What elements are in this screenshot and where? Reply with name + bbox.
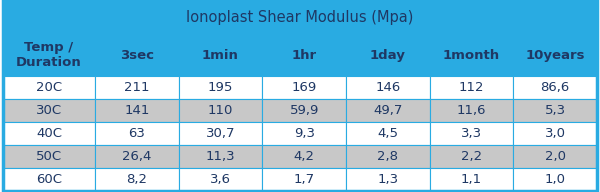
Bar (430, 35, 514, 76)
Text: 9,3: 9,3 (293, 127, 314, 140)
Text: 3,3: 3,3 (461, 127, 482, 140)
Text: 3,0: 3,0 (545, 127, 566, 140)
Bar (346, 145, 430, 168)
Bar (95, 145, 179, 168)
Text: 60C: 60C (36, 173, 62, 186)
Bar (3, 35, 95, 76)
Bar (346, 122, 430, 145)
Text: 1,1: 1,1 (461, 173, 482, 186)
Bar (262, 76, 346, 99)
Text: 8,2: 8,2 (127, 173, 148, 186)
Bar (262, 122, 346, 145)
Text: 4,2: 4,2 (293, 150, 314, 163)
Text: 3,6: 3,6 (210, 173, 231, 186)
Bar (346, 35, 430, 76)
Text: 3sec: 3sec (120, 49, 154, 62)
Text: 211: 211 (124, 81, 149, 94)
Bar (430, 99, 514, 122)
Bar (95, 168, 179, 191)
Bar (95, 76, 179, 99)
Text: 11,6: 11,6 (457, 104, 486, 117)
Text: 2,8: 2,8 (377, 150, 398, 163)
Text: 1min: 1min (202, 49, 239, 62)
Bar (179, 35, 262, 76)
Bar (262, 145, 346, 168)
Bar (262, 35, 346, 76)
Text: 49,7: 49,7 (373, 104, 403, 117)
Bar (179, 122, 262, 145)
Text: 1month: 1month (443, 49, 500, 62)
Bar (3, 99, 95, 122)
Bar (514, 99, 597, 122)
Text: 1,0: 1,0 (545, 173, 566, 186)
Text: 2,2: 2,2 (461, 150, 482, 163)
Text: 86,6: 86,6 (541, 81, 570, 94)
Bar (346, 168, 430, 191)
Bar (430, 76, 514, 99)
Text: Ionoplast Shear Modulus (Mpa): Ionoplast Shear Modulus (Mpa) (187, 10, 413, 25)
Bar (346, 76, 430, 99)
Bar (262, 168, 346, 191)
Text: 1day: 1day (370, 49, 406, 62)
Bar (179, 145, 262, 168)
Bar (3, 145, 95, 168)
Text: 26,4: 26,4 (122, 150, 152, 163)
Text: 10years: 10years (526, 49, 585, 62)
Text: 169: 169 (292, 81, 317, 94)
Bar (430, 168, 514, 191)
Text: 195: 195 (208, 81, 233, 94)
Bar (179, 76, 262, 99)
Text: Temp /
Duration: Temp / Duration (16, 41, 82, 69)
Bar (95, 122, 179, 145)
Text: 141: 141 (124, 104, 149, 117)
Text: 1hr: 1hr (292, 49, 317, 62)
Bar (3, 76, 95, 99)
Text: 50C: 50C (36, 150, 62, 163)
Text: 20C: 20C (36, 81, 62, 94)
Text: 1,7: 1,7 (293, 173, 315, 186)
Bar (3, 168, 95, 191)
Text: 4,5: 4,5 (377, 127, 398, 140)
Bar (430, 145, 514, 168)
Text: 146: 146 (375, 81, 400, 94)
Bar (514, 122, 597, 145)
Bar (514, 35, 597, 76)
Bar (262, 99, 346, 122)
Bar (514, 76, 597, 99)
Bar (3, 122, 95, 145)
Bar (179, 168, 262, 191)
Text: 2,0: 2,0 (545, 150, 566, 163)
Text: 59,9: 59,9 (289, 104, 319, 117)
Text: 40C: 40C (36, 127, 62, 140)
Text: 11,3: 11,3 (206, 150, 235, 163)
Bar (95, 35, 179, 76)
Text: 30,7: 30,7 (206, 127, 235, 140)
Text: 30C: 30C (36, 104, 62, 117)
Text: 110: 110 (208, 104, 233, 117)
Bar (179, 99, 262, 122)
Text: 5,3: 5,3 (545, 104, 566, 117)
Text: 112: 112 (459, 81, 484, 94)
Text: 63: 63 (128, 127, 145, 140)
Bar (3, 1, 597, 35)
Bar (514, 168, 597, 191)
Bar (95, 99, 179, 122)
Bar (346, 99, 430, 122)
Bar (514, 145, 597, 168)
Text: 1,3: 1,3 (377, 173, 398, 186)
Bar (430, 122, 514, 145)
